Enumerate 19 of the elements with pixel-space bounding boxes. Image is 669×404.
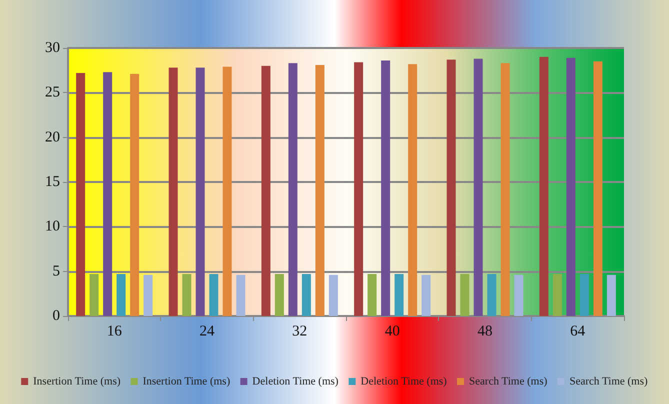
legend-label: Insertion Time (ms) (142, 376, 230, 388)
x-tick-label: 64 (570, 324, 586, 340)
x-tick-label: 40 (384, 324, 400, 340)
legend-label: Deletion Time (ms) (360, 376, 448, 388)
y-tick-label: 30 (45, 40, 60, 56)
y-tick-label: 0 (52, 308, 60, 324)
y-tick-label: 5 (52, 263, 60, 280)
y-tick-label: 15 (45, 174, 60, 190)
y-tick-label: 10 (45, 218, 60, 235)
x-tick-label: 48 (478, 324, 492, 340)
legend-label: Deletion Time (ms) (252, 376, 339, 388)
y-tick-label: 20 (45, 129, 60, 146)
legend-label: Search Time (ms) (469, 376, 548, 388)
x-tick-label: 32 (292, 324, 308, 340)
y-tick-label: 25 (45, 84, 60, 101)
legend-label: Search Time (ms) (569, 376, 648, 388)
x-tick-label: 24 (200, 324, 215, 340)
legend-label: Insertion Time (ms) (33, 376, 121, 388)
x-tick-label: 16 (106, 324, 122, 340)
